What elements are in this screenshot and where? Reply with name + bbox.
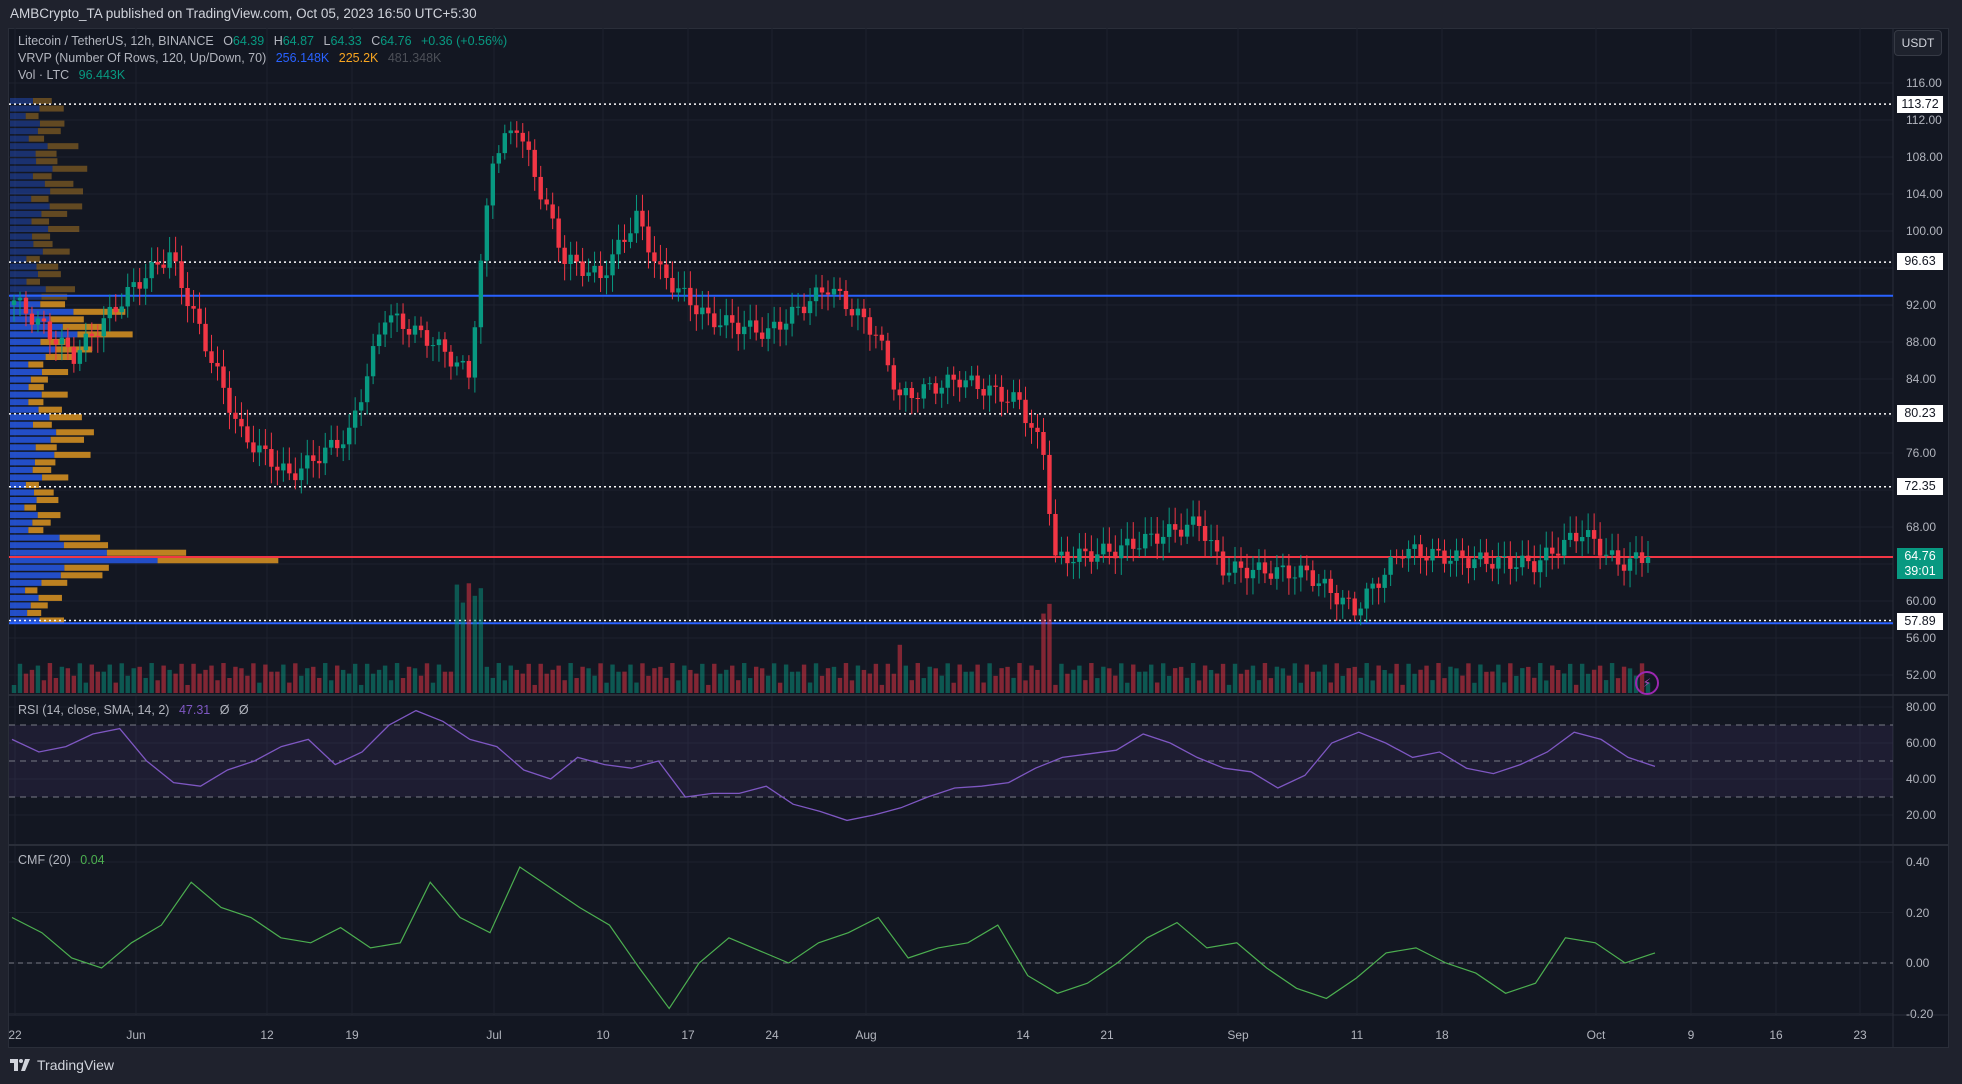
time-tick: 14 [1016, 1028, 1030, 1042]
time-tick: 24 [765, 1028, 779, 1042]
price-tag-80: 80.23 [1897, 405, 1943, 422]
cmf-value: 0.04 [80, 853, 105, 867]
time-tick: 17 [681, 1028, 695, 1042]
tradingview-logo[interactable]: TradingView [10, 1057, 114, 1073]
axis-tick: 80.00 [1906, 700, 1937, 714]
price-tag-113: 113.72 [1897, 96, 1943, 113]
axis-tick: 60.00 [1906, 594, 1937, 608]
axis-tick: 40.00 [1906, 772, 1937, 786]
axis-tick: 116.00 [1906, 76, 1942, 90]
time-tick: Jun [126, 1028, 146, 1042]
axis-tick: 56.00 [1906, 631, 1937, 645]
axis-tick: 60.00 [1906, 736, 1937, 750]
cmf-legend[interactable]: CMF (20) 0.04 [18, 853, 111, 867]
axis-tick: 84.00 [1906, 372, 1937, 386]
volume-legend[interactable]: Vol · LTC 96.443K [18, 68, 131, 82]
volume-value: 96.443K [78, 68, 126, 82]
open-label: O [223, 34, 233, 48]
lightning-icon[interactable]: ⚡ [1635, 671, 1659, 695]
axis-tick: 20.00 [1906, 808, 1937, 822]
time-tick: 11 [1350, 1028, 1364, 1042]
high-value: 64.87 [282, 34, 314, 48]
publish-bar: AMBCrypto_TA published on TradingView.co… [0, 0, 1962, 28]
current-price-tag: 64.76 39:01 [1897, 548, 1943, 579]
axis-tick: 52.00 [1906, 668, 1937, 682]
time-tick: 19 [345, 1028, 359, 1042]
symbol-legend: Litecoin / TetherUS, 12h, BINANCE O64.39… [18, 34, 513, 48]
vrvp-down-value: 225.2K [338, 51, 379, 65]
time-tick: 23 [1853, 1028, 1867, 1042]
vrvp-label: VRVP (Number Of Rows, 120, Up/Down, 70) [18, 51, 267, 65]
publish-info: AMBCrypto_TA published on TradingView.co… [10, 6, 477, 21]
current-price: 64.76 [1904, 549, 1936, 563]
footer: TradingView [0, 1048, 1962, 1084]
close-label: C [371, 34, 381, 48]
tradingview-logo-icon [10, 1059, 30, 1071]
time-tick: 22 [8, 1028, 22, 1042]
close-value: 64.76 [380, 34, 412, 48]
vrvp-up-value: 256.148K [275, 51, 330, 65]
change-value: +0.36 (+0.56%) [421, 34, 508, 48]
time-tick: 9 [1687, 1028, 1695, 1042]
axis-tick: 76.00 [1906, 446, 1937, 460]
axis-tick: 0.20 [1906, 905, 1930, 920]
symbol-title[interactable]: Litecoin / TetherUS, 12h, BINANCE [18, 34, 214, 48]
cmf-label: CMF (20) [18, 853, 71, 867]
brand-name: TradingView [37, 1057, 115, 1073]
axis-tick: 112.00 [1906, 113, 1942, 127]
vrvp-legend[interactable]: VRVP (Number Of Rows, 120, Up/Down, 70) … [18, 51, 447, 65]
rsi-na-2: Ø [238, 703, 249, 717]
time-tick: Sep [1227, 1028, 1249, 1042]
time-tick: 18 [1435, 1028, 1449, 1042]
axis-tick: 0.00 [1906, 956, 1930, 970]
axis-tick: 100.00 [1906, 224, 1943, 238]
rsi-value: 47.31 [178, 703, 211, 717]
time-tick: 21 [1100, 1028, 1114, 1042]
currency-button[interactable]: USDT [1894, 30, 1942, 56]
volume-label: Vol · LTC [18, 68, 70, 82]
time-tick: Aug [855, 1028, 877, 1042]
chart-frame[interactable] [8, 28, 1949, 1048]
rsi-label: RSI (14, close, SMA, 14, 2) [18, 703, 170, 717]
axis-tick: 108.00 [1906, 150, 1943, 164]
axis-tick: -0.20 [1906, 1006, 1934, 1021]
axis-tick: 104.00 [1906, 187, 1943, 201]
high-label: H [273, 34, 283, 48]
time-tick: 16 [1769, 1028, 1783, 1042]
axis-tick: 0.40 [1906, 855, 1930, 869]
time-tick: 10 [596, 1028, 610, 1042]
open-value: 64.39 [232, 34, 265, 48]
price-tag-96: 96.63 [1897, 253, 1943, 270]
low-value: 64.33 [330, 34, 362, 48]
rsi-legend[interactable]: RSI (14, close, SMA, 14, 2) 47.31 Ø Ø [18, 703, 255, 717]
time-tick: Jul [486, 1028, 502, 1042]
price-tag-57: 57.89 [1897, 613, 1943, 630]
time-tick: Oct [1586, 1028, 1606, 1042]
low-label: L [323, 34, 331, 48]
axis-tick: 88.00 [1906, 335, 1937, 349]
rsi-na-1: Ø [219, 703, 230, 717]
time-tick: 12 [260, 1028, 274, 1042]
axis-tick: 68.00 [1906, 520, 1937, 534]
price-tag-72: 72.35 [1897, 478, 1943, 495]
bar-countdown: 39:01 [1904, 564, 1936, 578]
axis-tick: 92.00 [1906, 298, 1937, 312]
vrvp-total-value: 481.348K [387, 51, 442, 65]
